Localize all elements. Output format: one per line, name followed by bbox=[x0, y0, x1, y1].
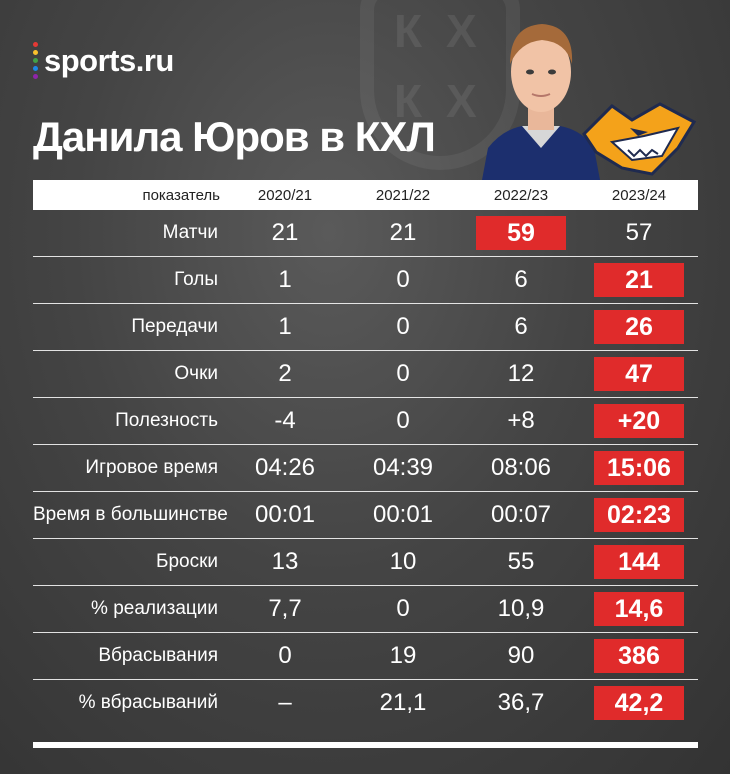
table-cell: 1 bbox=[226, 303, 344, 351]
table-cell: 21 bbox=[344, 210, 462, 257]
brand-dot bbox=[33, 58, 38, 63]
brand-dot bbox=[33, 50, 38, 55]
highlighted-value: 47 bbox=[594, 357, 684, 391]
table-cell: 26 bbox=[580, 303, 698, 351]
table-cell: 21 bbox=[580, 256, 698, 304]
table-cell: 04:26 bbox=[226, 444, 344, 492]
highlighted-value: 26 bbox=[594, 310, 684, 344]
column-header-2021-22: 2021/22 bbox=[375, 186, 431, 204]
table-header-row: показатель 2020/21 2021/22 2022/23 2023/… bbox=[33, 180, 698, 210]
metric-label: Броски bbox=[33, 538, 226, 586]
table-cell: +8 bbox=[462, 397, 580, 445]
metric-label: Время в большинстве bbox=[33, 491, 228, 539]
table-cell: 19 bbox=[344, 632, 462, 680]
table-cell: 00:01 bbox=[344, 491, 462, 539]
brand-dot bbox=[33, 42, 38, 47]
table-cell: 0 bbox=[226, 632, 344, 680]
brand-name: sports.ru bbox=[44, 42, 174, 78]
table-cell: 10 bbox=[344, 538, 462, 586]
table-cell: 57 bbox=[580, 210, 698, 257]
metric-label: Игровое время bbox=[33, 444, 226, 492]
table-row: Очки 2 0 12 47 bbox=[33, 350, 698, 398]
metric-label: Голы bbox=[33, 256, 226, 304]
table-cell: 144 bbox=[580, 538, 698, 586]
metric-label: Полезность bbox=[33, 397, 226, 445]
table-cell: 0 bbox=[344, 256, 462, 304]
table-row: Вбрасывания 0 19 90 386 bbox=[33, 632, 698, 680]
table-cell: 21 bbox=[226, 210, 344, 257]
metallurg-fox-logo-icon bbox=[582, 102, 697, 176]
highlighted-value: 02:23 bbox=[594, 498, 684, 532]
table-cell: 14,6 bbox=[580, 585, 698, 633]
table-cell: 00:07 bbox=[462, 491, 580, 539]
table-row: % вбрасываний – 21,1 36,7 42,2 bbox=[33, 680, 698, 727]
brand-dot bbox=[33, 66, 38, 71]
table-row: Время в большинстве 00:01 00:01 00:07 02:23 bbox=[33, 491, 698, 539]
table-cell: 13 bbox=[226, 538, 344, 586]
page-title: Данила Юров в КХЛ bbox=[33, 113, 436, 160]
table-cell: 6 bbox=[462, 256, 580, 304]
highlighted-value: 21 bbox=[594, 263, 684, 297]
column-header-2020-21: 2020/21 bbox=[257, 186, 313, 204]
table-cell: 10,9 bbox=[462, 585, 580, 633]
brand-dot bbox=[33, 74, 38, 79]
highlighted-value: 386 bbox=[594, 639, 684, 673]
table-cell: -4 bbox=[226, 397, 344, 445]
table-cell: 90 bbox=[462, 632, 580, 680]
column-header-2023-24: 2023/24 bbox=[611, 186, 667, 204]
stats-table-body: Матчи 21 21 59 57 Голы 1 0 6 21 Передачи 1 0 6 26 Очки 2… bbox=[33, 210, 698, 726]
metric-label: % реализации bbox=[33, 585, 226, 633]
table-cell: 2 bbox=[226, 350, 344, 398]
highlighted-value: 59 bbox=[476, 216, 566, 250]
metric-label: Очки bbox=[33, 350, 226, 398]
table-row: Броски 13 10 55 144 bbox=[33, 538, 698, 586]
column-header-2022-23: 2022/23 bbox=[493, 186, 549, 204]
table-cell: 386 bbox=[580, 632, 698, 680]
table-cell: 0 bbox=[344, 397, 462, 445]
column-header-metric: показатель bbox=[142, 186, 220, 204]
table-cell: 1 bbox=[226, 256, 344, 304]
table-cell: 04:39 bbox=[344, 444, 462, 492]
table-cell: – bbox=[278, 689, 292, 716]
table-cell: 08:06 bbox=[462, 444, 580, 492]
table-cell: 0 bbox=[344, 303, 462, 351]
table-cell: 59 bbox=[462, 210, 580, 257]
table-row: Передачи 1 0 6 26 bbox=[33, 303, 698, 351]
table-cell: 02:23 bbox=[580, 491, 698, 539]
highlighted-value: +20 bbox=[594, 404, 684, 438]
table-cell: 6 bbox=[462, 303, 580, 351]
metric-label: Матчи bbox=[33, 210, 226, 257]
player-photo-icon bbox=[482, 24, 600, 180]
table-cell: 00:01 bbox=[226, 491, 344, 539]
table-cell: 55 bbox=[462, 538, 580, 586]
table-row: % реализации 7,7 0 10,9 14,6 bbox=[33, 585, 698, 633]
table-row: Голы 1 0 6 21 bbox=[33, 256, 698, 304]
table-row: Полезность -4 0 +8 +20 bbox=[33, 397, 698, 445]
metric-label: Вбрасывания bbox=[33, 632, 226, 680]
highlighted-value: 144 bbox=[594, 545, 684, 579]
table-row: Матчи 21 21 59 57 bbox=[33, 210, 698, 257]
highlighted-value: 14,6 bbox=[594, 592, 684, 626]
stats-table: показатель 2020/21 2021/22 2022/23 2023/… bbox=[33, 180, 698, 726]
table-cell: 12 bbox=[462, 350, 580, 398]
metric-label: % вбрасываний bbox=[78, 692, 218, 713]
table-cell: 36,7 bbox=[497, 689, 545, 716]
table-cell: 0 bbox=[344, 350, 462, 398]
brand-logo[interactable]: sports.ru bbox=[33, 42, 174, 79]
table-cell: +20 bbox=[580, 397, 698, 445]
table-cell: 42,2 bbox=[580, 680, 698, 727]
brand-dots-icon bbox=[33, 42, 38, 79]
table-cell: 15:06 bbox=[580, 444, 698, 492]
table-cell: 47 bbox=[580, 350, 698, 398]
table-cell: 21,1 bbox=[379, 689, 427, 716]
table-cell: 7,7 bbox=[226, 585, 344, 633]
table-cell: 0 bbox=[344, 585, 462, 633]
table-row: Игровое время 04:26 04:39 08:06 15:06 bbox=[33, 444, 698, 492]
metric-label: Передачи bbox=[33, 303, 226, 351]
highlighted-value: 15:06 bbox=[594, 451, 684, 485]
highlighted-value: 42,2 bbox=[594, 686, 684, 720]
bottom-divider bbox=[33, 742, 698, 748]
